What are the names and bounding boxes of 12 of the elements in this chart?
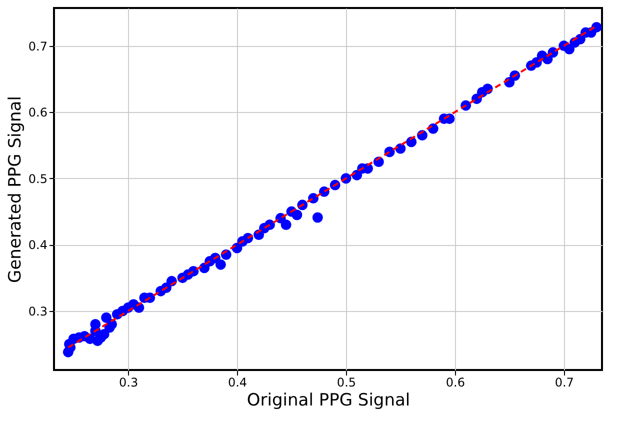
y-tick-label: 0.3 [28,304,48,318]
x-axis-title: Original PPG Signal [246,390,410,410]
y-axis-title: Generated PPG Signal [5,96,26,283]
x-tick-label: 0.6 [446,376,465,390]
y-tick-label: 0.4 [28,238,48,252]
x-tick-label: 0.5 [336,376,356,390]
x-tick-label: 0.3 [119,376,138,390]
x-tick-label: 0.4 [228,376,248,390]
y-tick-label: 0.7 [28,39,48,54]
y-tick-label: 0.6 [28,106,48,120]
y-tick-label: 0.5 [28,172,48,186]
x-tick-label: 0.7 [554,376,574,390]
